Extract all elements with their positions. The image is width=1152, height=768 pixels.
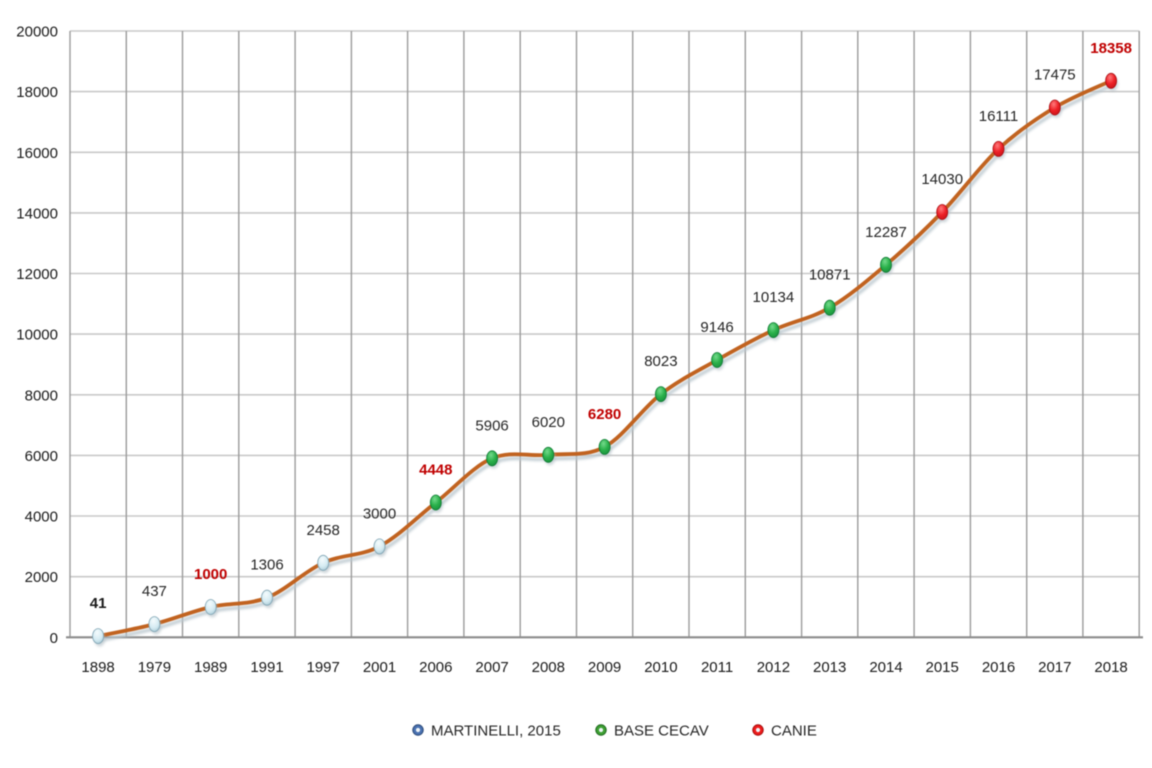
svg-text:5906: 5906 (475, 417, 508, 434)
svg-text:1000: 1000 (194, 566, 227, 583)
svg-text:8000: 8000 (25, 387, 58, 404)
svg-text:2016: 2016 (982, 659, 1015, 676)
svg-text:6000: 6000 (25, 448, 58, 465)
svg-text:1989: 1989 (194, 659, 227, 676)
svg-text:2012: 2012 (757, 659, 790, 676)
svg-text:10871: 10871 (809, 267, 851, 284)
svg-text:1991: 1991 (250, 659, 283, 676)
svg-text:CANIE: CANIE (771, 723, 817, 740)
svg-text:20000: 20000 (16, 24, 58, 41)
svg-text:2014: 2014 (869, 659, 902, 676)
svg-text:10000: 10000 (16, 327, 58, 344)
svg-text:2017: 2017 (1038, 659, 1071, 676)
svg-text:2000: 2000 (25, 569, 58, 586)
svg-text:8023: 8023 (644, 353, 677, 370)
svg-text:2007: 2007 (475, 659, 508, 676)
svg-text:2010: 2010 (644, 659, 677, 676)
svg-text:6020: 6020 (532, 414, 565, 431)
svg-text:2458: 2458 (307, 522, 340, 539)
svg-text:1898: 1898 (81, 659, 114, 676)
svg-text:12287: 12287 (865, 224, 907, 241)
svg-text:18000: 18000 (16, 84, 58, 101)
svg-text:BASE CECAV: BASE CECAV (614, 723, 709, 740)
svg-text:1306: 1306 (250, 557, 283, 574)
svg-text:9146: 9146 (700, 319, 733, 336)
svg-text:2015: 2015 (926, 659, 959, 676)
svg-text:16111: 16111 (979, 108, 1019, 125)
svg-text:1997: 1997 (307, 659, 340, 676)
svg-text:16000: 16000 (16, 145, 58, 162)
svg-text:2011: 2011 (701, 659, 733, 676)
svg-text:6280: 6280 (588, 406, 621, 423)
svg-text:2018: 2018 (1094, 659, 1127, 676)
svg-text:12000: 12000 (16, 266, 58, 283)
svg-text:10134: 10134 (753, 289, 795, 306)
svg-text:4448: 4448 (419, 462, 452, 479)
svg-text:41: 41 (90, 595, 107, 612)
svg-text:3000: 3000 (363, 505, 396, 522)
svg-text:2001: 2001 (363, 659, 396, 676)
svg-text:2013: 2013 (813, 659, 846, 676)
svg-text:2008: 2008 (532, 659, 565, 676)
svg-text:14030: 14030 (921, 171, 963, 188)
svg-text:437: 437 (142, 583, 167, 600)
svg-text:1979: 1979 (138, 659, 171, 676)
svg-text:14000: 14000 (16, 205, 58, 222)
svg-text:MARTINELLI, 2015: MARTINELLI, 2015 (431, 723, 561, 740)
svg-text:4000: 4000 (25, 509, 58, 526)
svg-text:0: 0 (50, 630, 58, 647)
svg-text:2006: 2006 (419, 659, 452, 676)
svg-text:18358: 18358 (1090, 40, 1132, 57)
svg-text:17475: 17475 (1034, 67, 1076, 84)
svg-text:2009: 2009 (588, 659, 621, 676)
